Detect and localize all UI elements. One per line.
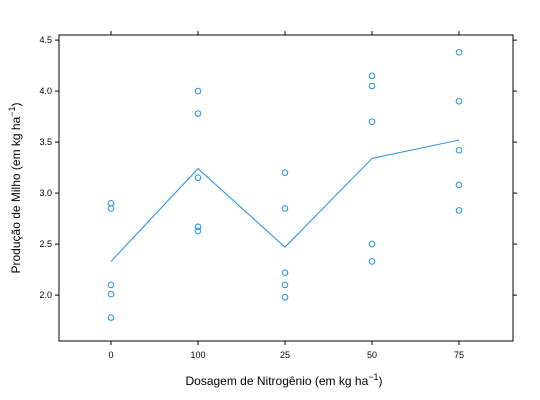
data-point: [455, 146, 463, 154]
data-point: [281, 293, 289, 301]
x-tick-label: 0: [108, 350, 113, 360]
data-point: [107, 205, 115, 212]
data-marks: [107, 49, 463, 321]
data-point: [368, 82, 376, 90]
x-tick-label: 75: [454, 350, 464, 360]
data-point: [368, 258, 376, 265]
data-point: [194, 87, 202, 95]
data-point: [368, 240, 376, 248]
data-point: [107, 290, 115, 298]
data-point: [194, 110, 202, 117]
data-point: [368, 118, 376, 125]
x-axis: 0 100 25 50 75: [108, 31, 464, 360]
mean-line: [110, 139, 460, 262]
x-tick-label: 25: [280, 350, 290, 360]
data-point: [368, 72, 376, 80]
data-point: [455, 181, 463, 189]
data-point: [281, 205, 289, 212]
x-tick-label: 50: [367, 350, 377, 360]
x-tick-label: 100: [190, 350, 205, 360]
data-point: [455, 207, 463, 214]
y-tick-label: 2.0: [39, 290, 52, 300]
data-point: [281, 269, 289, 276]
data-point: [107, 200, 115, 207]
y-tick-label: 2.5: [39, 239, 52, 249]
y-tick-label: 3.0: [39, 188, 52, 198]
x-axis-title: Dosagem de Nitrogênio (em kg ha−1): [185, 372, 382, 388]
data-point: [281, 281, 289, 289]
data-point: [455, 98, 463, 105]
y-axis-title: Produção de Milho (em kg ha−1): [7, 102, 23, 273]
y-tick-label: 3.5: [39, 137, 52, 147]
y-tick-label: 4.0: [39, 86, 52, 96]
data-point: [107, 281, 115, 289]
data-point: [194, 223, 202, 231]
data-point: [107, 314, 115, 321]
data-point: [194, 174, 202, 182]
plot-frame: [58, 34, 514, 342]
data-point: [455, 49, 463, 56]
y-tick-label: 4.5: [39, 35, 52, 45]
y-axis: 2.0 2.5 3.0 3.5 4.0 4.5: [39, 35, 517, 300]
data-point: [194, 227, 202, 235]
data-point: [281, 169, 289, 176]
